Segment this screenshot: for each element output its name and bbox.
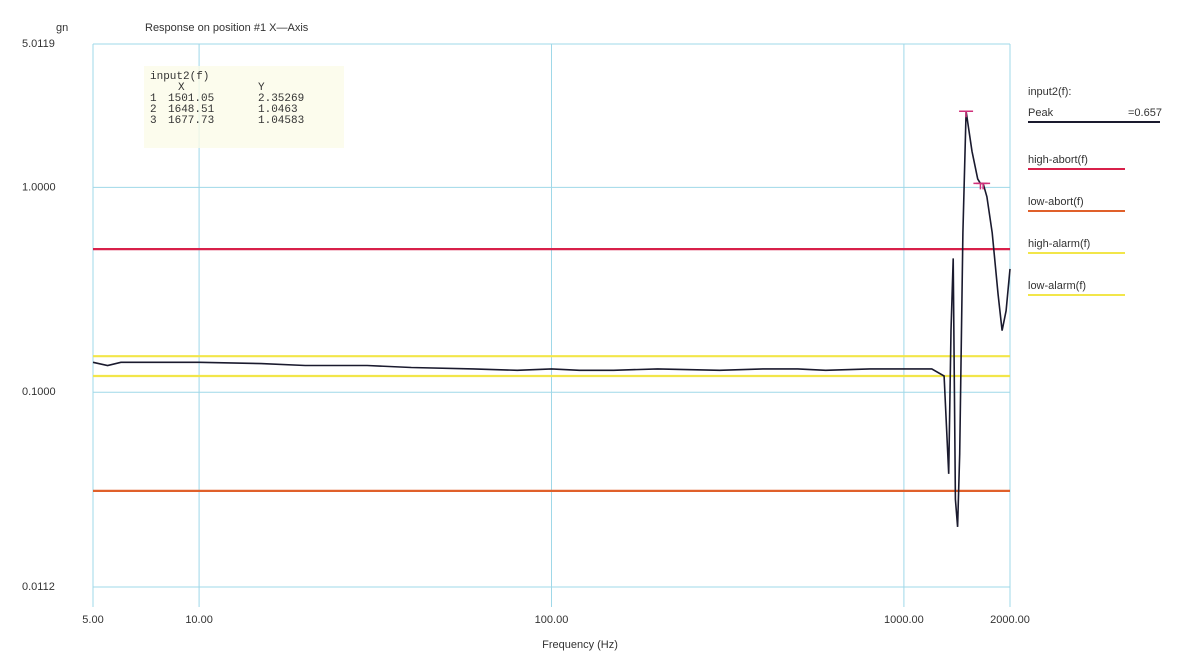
y-unit: gn — [56, 22, 68, 34]
x-tick-label: 2000.00 — [990, 614, 1030, 626]
cursor-y: 1.0463 — [258, 104, 298, 116]
y-tick-label: 1.0000 — [22, 181, 56, 193]
peak-label: =0.657 — [1128, 107, 1162, 119]
cursor-y: 2.35269 — [258, 93, 304, 105]
x-axis-label: Frequency (Hz) — [542, 639, 618, 651]
cursor-header: Y — [258, 82, 265, 94]
chart-title: Response on position #1 X—Axis — [145, 22, 309, 34]
legend-label: low-alarm(f) — [1028, 280, 1086, 292]
cursor-marker — [976, 182, 991, 190]
cursor-x: 1648.51 — [168, 104, 215, 116]
cursor-id: 1 — [150, 93, 157, 105]
cursor-header: X — [178, 82, 185, 94]
cursor-x: 1677.73 — [168, 115, 214, 127]
cursor-y: 1.04583 — [258, 115, 304, 127]
legend-header: input2(f): — [1028, 86, 1071, 98]
x-tick-label: 5.00 — [82, 614, 103, 626]
cursor-title: input2(f) — [150, 71, 209, 83]
x-tick-label: 1000.00 — [884, 614, 924, 626]
cursor-id: 3 — [150, 115, 157, 127]
cursor-x: 1501.05 — [168, 93, 214, 105]
legend-label: high-alarm(f) — [1028, 238, 1090, 250]
x-tick-label: 10.00 — [185, 614, 213, 626]
cursor-id: 2 — [150, 104, 157, 116]
cursor-marker — [959, 110, 974, 118]
y-tick-label: 0.1000 — [22, 386, 56, 398]
y-tick-label: 0.0112 — [22, 581, 55, 593]
cursor-table — [144, 66, 344, 148]
y-tick-label: 5.0119 — [22, 38, 55, 50]
x-tick-label: 100.00 — [535, 614, 569, 626]
legend-label: Peak — [1028, 107, 1054, 119]
legend-label: low-abort(f) — [1028, 196, 1084, 208]
legend-label: high-abort(f) — [1028, 154, 1088, 166]
